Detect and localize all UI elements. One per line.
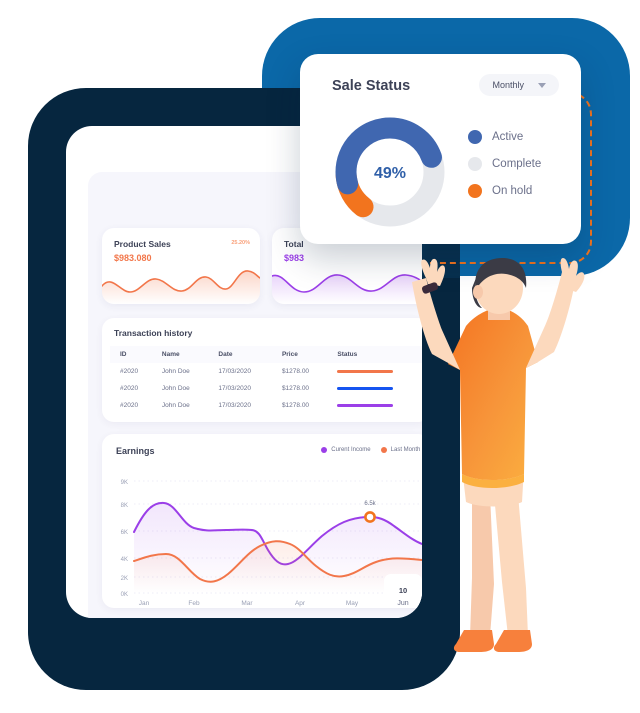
- column-header-name: Name: [151, 346, 209, 363]
- y-tick-label: 4K: [121, 557, 128, 563]
- legend-dot-icon: [321, 447, 328, 453]
- x-tick-label: Feb: [188, 600, 200, 607]
- x-tick-label: Jan: [139, 600, 150, 607]
- kpi-percent-badge: 25.20%: [231, 240, 250, 246]
- sale-status-legend: Active Complete On hold: [468, 130, 541, 211]
- legend-item-curent-income[interactable]: Curent Income: [321, 447, 371, 453]
- leg-left: [470, 494, 494, 636]
- arm-right: [526, 272, 576, 368]
- cell-id: #2020: [120, 385, 139, 392]
- table-row[interactable]: #2020 John Doe 17/03/2020 $1278.00: [110, 363, 422, 380]
- legend-label: Active: [492, 131, 524, 143]
- tshirt: [448, 308, 538, 480]
- transaction-history-card: Transaction history ID Name Date Price S…: [102, 318, 422, 422]
- legend-dot-icon: [380, 447, 387, 453]
- donut-center-label: 49%: [374, 165, 406, 182]
- sale-status-donut-chart: 49%: [330, 112, 450, 232]
- table-row[interactable]: #2020 John Doe 17/03/2020 $1278.00: [110, 397, 422, 414]
- cell-price: $1278.00: [281, 385, 310, 392]
- donut-segment-active[interactable]: [335, 117, 445, 227]
- hand-left: [421, 258, 446, 286]
- earnings-legend: Curent Income Last Month Inc: [321, 447, 422, 453]
- y-tick-label: 0K: [121, 592, 128, 598]
- product-sales-sparkline: [102, 270, 260, 304]
- x-tick-label: Apr: [295, 600, 306, 607]
- data-point-marker[interactable]: [364, 511, 376, 523]
- cell-id: #2020: [120, 368, 139, 375]
- legend-bullet-icon: [468, 157, 482, 171]
- transaction-table: ID Name Date Price Status #2020 John Doe…: [110, 346, 422, 414]
- sale-status-card: Sale Status Monthly 49% Active: [300, 54, 581, 244]
- y-tick-label: 6K: [121, 530, 128, 536]
- kpi-value: $983: [284, 253, 305, 263]
- total-sparkline: [272, 274, 422, 304]
- legend-item-active[interactable]: Active: [468, 130, 541, 144]
- shoe-right: [493, 630, 532, 652]
- legend-bullet-icon: [468, 184, 482, 198]
- kpi-title: Total: [284, 239, 304, 249]
- x-tick-label: May: [346, 600, 359, 607]
- period-dropdown[interactable]: Monthly: [479, 74, 559, 96]
- cell-date: 17/03/2020: [218, 385, 251, 392]
- y-tick-label: 9K: [121, 480, 128, 486]
- legend-label: Last Month Inc: [390, 447, 422, 453]
- cell-price: $1278.00: [281, 402, 310, 409]
- cell-name: John Doe: [161, 402, 190, 409]
- column-header-price: Price: [271, 346, 328, 363]
- earnings-card: Earnings Curent Income Last Month Inc: [102, 434, 422, 608]
- chart-tooltip: [384, 574, 422, 608]
- hand-right: [560, 258, 585, 292]
- cell-id: #2020: [120, 402, 139, 409]
- hair-side: [472, 278, 482, 308]
- legend-label: Curent Income: [331, 447, 371, 453]
- tooltip-month: Jun: [397, 600, 408, 607]
- legend-item-complete[interactable]: Complete: [468, 157, 541, 171]
- legend-label: On hold: [492, 185, 533, 197]
- legend-label: Complete: [492, 158, 542, 170]
- legend-item-last-month-income[interactable]: Last Month Inc: [380, 447, 422, 453]
- kpi-value: $983.080: [114, 253, 152, 263]
- shoe-left: [453, 630, 494, 652]
- earnings-line-chart: 9K 8K 6K 4K 2K 0K: [121, 480, 422, 608]
- cell-name: John Doe: [161, 368, 190, 375]
- legend-bullet-icon: [468, 130, 482, 144]
- wristwatch: [421, 282, 439, 294]
- column-header-status: Status: [327, 346, 422, 363]
- status-badge: [337, 387, 394, 390]
- shirt-hem: [462, 474, 524, 488]
- status-badge: [337, 404, 394, 407]
- cell-status: [327, 397, 422, 414]
- column-header-id: ID: [110, 346, 152, 363]
- kpi-title: Product Sales: [114, 239, 171, 249]
- table-header-row: ID Name Date Price Status: [110, 346, 422, 363]
- status-badge: [337, 370, 394, 373]
- cell-status: [327, 363, 422, 380]
- hair: [475, 258, 527, 290]
- earnings-title: Earnings: [116, 446, 155, 456]
- cell-status: [327, 380, 422, 397]
- dashboard-content: Product Sales 25.20% $983.080: [88, 172, 422, 618]
- kpi-card-product-sales[interactable]: Product Sales 25.20% $983.080: [102, 228, 260, 304]
- period-dropdown-value: Monthly: [492, 80, 524, 90]
- column-header-date: Date: [208, 346, 272, 363]
- x-tick-label: Mar: [241, 600, 253, 607]
- sale-status-title: Sale Status: [332, 78, 411, 94]
- table-row[interactable]: #2020 John Doe 17/03/2020 $1278.00: [110, 380, 422, 397]
- legend-item-on-hold[interactable]: On hold: [468, 184, 541, 198]
- ear: [473, 285, 483, 299]
- cell-name: John Doe: [161, 385, 190, 392]
- chevron-down-icon: [538, 82, 546, 88]
- cell-date: 17/03/2020: [218, 368, 251, 375]
- y-tick-label: 2K: [121, 576, 128, 582]
- y-tick-label: 8K: [121, 503, 128, 509]
- cell-price: $1278.00: [281, 368, 310, 375]
- data-point-label: 6.5k: [364, 501, 376, 507]
- tooltip-day: 10: [399, 586, 407, 595]
- arm-left: [412, 278, 460, 370]
- cell-date: 17/03/2020: [218, 402, 251, 409]
- person-illustration: [412, 258, 585, 652]
- leg-right: [494, 494, 528, 636]
- transaction-history-title: Transaction history: [114, 328, 193, 338]
